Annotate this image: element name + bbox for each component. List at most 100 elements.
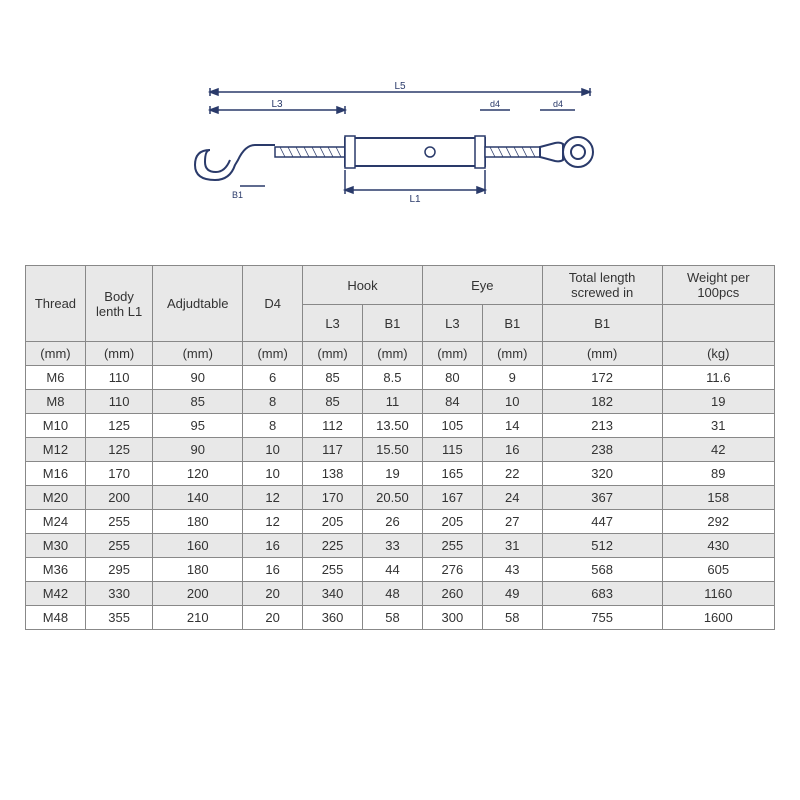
- data-cell: 10: [482, 390, 542, 414]
- data-cell: 158: [662, 486, 774, 510]
- label-L3: L3: [271, 99, 283, 110]
- data-cell: 80: [422, 366, 482, 390]
- data-cell: 6: [243, 366, 303, 390]
- data-cell: 115: [422, 438, 482, 462]
- data-cell: 20: [243, 606, 303, 630]
- unit-cell: (kg): [662, 342, 774, 366]
- data-cell: 182: [542, 390, 662, 414]
- data-cell: 12: [243, 510, 303, 534]
- table-row: M81108588511841018219: [26, 390, 775, 414]
- label-B1: B1: [232, 190, 243, 200]
- data-cell: 205: [303, 510, 363, 534]
- data-cell: 95: [153, 414, 243, 438]
- data-cell: 300: [422, 606, 482, 630]
- table-row: M30255160162253325531512430: [26, 534, 775, 558]
- data-cell: 430: [662, 534, 774, 558]
- data-cell: 26: [363, 510, 423, 534]
- data-cell: 276: [422, 558, 482, 582]
- data-cell: 605: [662, 558, 774, 582]
- data-cell: 89: [662, 462, 774, 486]
- data-cell: M16: [26, 462, 86, 486]
- th-eye-l3: L3: [422, 305, 482, 342]
- data-cell: 48: [363, 582, 423, 606]
- data-cell: 170: [303, 486, 363, 510]
- data-cell: 755: [542, 606, 662, 630]
- data-cell: 260: [422, 582, 482, 606]
- th-weight: Weight per 100pcs: [662, 266, 774, 305]
- table-row: M202001401217020.5016724367158: [26, 486, 775, 510]
- unit-cell: (mm): [243, 342, 303, 366]
- data-cell: 117: [303, 438, 363, 462]
- th-total-b1: B1: [542, 305, 662, 342]
- data-cell: 120: [153, 462, 243, 486]
- data-cell: 90: [153, 366, 243, 390]
- data-cell: 8.5: [363, 366, 423, 390]
- data-cell: 84: [422, 390, 482, 414]
- data-cell: 24: [482, 486, 542, 510]
- unit-cell: (mm): [482, 342, 542, 366]
- data-cell: 33: [363, 534, 423, 558]
- data-cell: 20: [243, 582, 303, 606]
- data-cell: 213: [542, 414, 662, 438]
- svg-text:d4: d4: [490, 99, 500, 109]
- data-cell: 255: [85, 510, 152, 534]
- unit-cell: (mm): [303, 342, 363, 366]
- data-cell: 44: [363, 558, 423, 582]
- data-cell: 85: [153, 390, 243, 414]
- data-cell: 13.50: [363, 414, 423, 438]
- data-cell: 238: [542, 438, 662, 462]
- th-hook-l3: L3: [303, 305, 363, 342]
- th-d4: D4: [243, 266, 303, 342]
- data-cell: 330: [85, 582, 152, 606]
- data-cell: 43: [482, 558, 542, 582]
- data-cell: 292: [662, 510, 774, 534]
- data-cell: M48: [26, 606, 86, 630]
- table-row: M12125901011715.501151623842: [26, 438, 775, 462]
- table-row: M36295180162554427643568605: [26, 558, 775, 582]
- label-d4: d4: [553, 99, 563, 109]
- th-hook: Hook: [303, 266, 423, 305]
- data-cell: M24: [26, 510, 86, 534]
- data-cell: 14: [482, 414, 542, 438]
- data-cell: 125: [85, 414, 152, 438]
- data-cell: 340: [303, 582, 363, 606]
- table-row: M24255180122052620527447292: [26, 510, 775, 534]
- data-cell: 1600: [662, 606, 774, 630]
- data-cell: 27: [482, 510, 542, 534]
- data-cell: M6: [26, 366, 86, 390]
- data-cell: 16: [243, 558, 303, 582]
- data-cell: 49: [482, 582, 542, 606]
- data-cell: 125: [85, 438, 152, 462]
- data-cell: 11: [363, 390, 423, 414]
- th-total-length: Total length screwed in: [542, 266, 662, 305]
- unit-cell: (mm): [153, 342, 243, 366]
- table-row: M1617012010138191652232089: [26, 462, 775, 486]
- table-row: M1012595811213.501051421331: [26, 414, 775, 438]
- unit-cell: (mm): [422, 342, 482, 366]
- data-cell: 105: [422, 414, 482, 438]
- label-L1: L1: [409, 194, 421, 205]
- data-cell: 683: [542, 582, 662, 606]
- spec-table: Thread Body lenth L1 Adjudtable D4 Hook …: [25, 265, 775, 630]
- table-row: M423302002034048260496831160: [26, 582, 775, 606]
- data-cell: 320: [542, 462, 662, 486]
- data-cell: 138: [303, 462, 363, 486]
- data-cell: 19: [662, 390, 774, 414]
- data-cell: M42: [26, 582, 86, 606]
- turnbuckle-diagram: L5 L3 d4 d4: [180, 80, 620, 220]
- data-cell: 180: [153, 510, 243, 534]
- data-cell: 8: [243, 414, 303, 438]
- th-thread: Thread: [26, 266, 86, 342]
- data-cell: 255: [303, 558, 363, 582]
- th-body-length: Body lenth L1: [85, 266, 152, 342]
- data-cell: 165: [422, 462, 482, 486]
- data-cell: 295: [85, 558, 152, 582]
- data-cell: 568: [542, 558, 662, 582]
- data-cell: 355: [85, 606, 152, 630]
- data-cell: 160: [153, 534, 243, 558]
- data-cell: 31: [662, 414, 774, 438]
- th-hook-b1: B1: [363, 305, 423, 342]
- data-cell: 58: [482, 606, 542, 630]
- data-cell: 205: [422, 510, 482, 534]
- data-cell: 210: [153, 606, 243, 630]
